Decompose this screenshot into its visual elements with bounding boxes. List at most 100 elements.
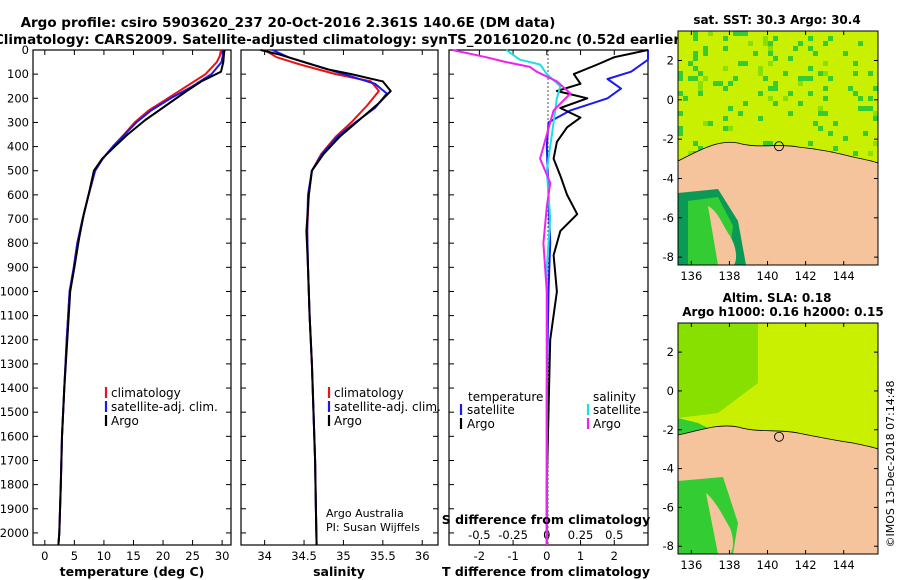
- sst-cell: [678, 126, 683, 131]
- sst-cell: [728, 81, 733, 86]
- sst-cell: [683, 96, 688, 101]
- sla-map-title: Altim. SLA: 0.18: [723, 291, 832, 305]
- salinity-panel: 34 34.5 35 35.5 36 salinity climatologysatel…: [240, 49, 441, 579]
- sst-cell: [723, 36, 728, 41]
- map-lon-label-144: 144: [833, 558, 855, 572]
- map-lat-label--4: -4: [663, 462, 674, 476]
- sst-cell: [753, 51, 758, 56]
- map-lat-label--8: -8: [663, 539, 674, 553]
- sst-cell: [873, 141, 878, 146]
- sst-cell: [723, 116, 728, 121]
- sst-cell: [678, 76, 683, 81]
- sst-map-panel: sat. SST: 30.3 Argo: 30.4 136 138 140 142 14…: [663, 13, 879, 283]
- sst-cell: [823, 111, 828, 116]
- credit-line-1: Argo Australia: [326, 507, 404, 520]
- sst-cell: [763, 141, 768, 146]
- sst-cell: [858, 96, 863, 101]
- sst-cell: [688, 76, 693, 81]
- sst-cell: [768, 51, 773, 56]
- sst-cell: [828, 36, 833, 41]
- depth-tick-label-0: 0: [22, 43, 29, 57]
- sst-cell: [858, 41, 863, 46]
- map-lon-label-136: 136: [680, 269, 702, 283]
- sst-cell: [773, 86, 778, 91]
- x-tick-label-1: 1: [577, 549, 584, 563]
- legend-label-argo: Argo: [111, 414, 139, 428]
- sst-map-image: [678, 31, 878, 265]
- sst-cell: [733, 76, 738, 81]
- sst-cell: [723, 66, 728, 71]
- sst-cell: [803, 76, 808, 81]
- sst-cell: [768, 141, 773, 146]
- sst-cell: [768, 96, 773, 101]
- sst-cell: [853, 71, 858, 76]
- sst-cell: [698, 71, 703, 76]
- depth-tick-label-1100: 1100: [0, 309, 29, 323]
- sst-cell: [743, 101, 748, 106]
- s-difference-label: S difference from climatology: [442, 512, 651, 527]
- map-lat-label-2: 2: [667, 53, 674, 67]
- sst-cell: [788, 91, 793, 96]
- sst-cell: [833, 121, 838, 126]
- x-tick-label-15: 15: [126, 549, 141, 563]
- sst-cell: [823, 61, 828, 66]
- sst-cell: [768, 46, 773, 51]
- legend-label-satellite-adj-clim-: satellite-adj. clim.: [111, 400, 218, 414]
- sst-cell: [693, 66, 698, 71]
- t-difference-xlabel: T difference from climatology: [442, 564, 650, 579]
- map-lon-label-142: 142: [795, 269, 817, 283]
- sst-cell: [818, 126, 823, 131]
- sst-cell: [678, 91, 683, 96]
- sst-cell: [728, 126, 733, 131]
- sst-cell: [723, 46, 728, 51]
- depth-tick-label-100: 100: [7, 67, 29, 81]
- sst-cell: [788, 56, 793, 61]
- map-lon-label-136: 136: [680, 558, 702, 572]
- sst-cell: [873, 116, 878, 121]
- series-satellite-adj-clim-: [272, 49, 388, 546]
- x-tick-label-20: 20: [156, 549, 171, 563]
- sst-cell: [693, 76, 698, 81]
- map-lon-label-140: 140: [757, 558, 779, 572]
- map-lat-label--4: -4: [663, 171, 674, 185]
- sst-cell: [773, 81, 778, 86]
- title-line-1: Argo profile: csiro 5903620_237 20-Oct-2…: [21, 15, 556, 31]
- s-tick-label--0.5: -0.5: [468, 528, 490, 542]
- legend-title-salinity: salinity: [593, 390, 636, 404]
- depth-tick-label-1800: 1800: [0, 478, 29, 492]
- depth-tick-label-1200: 1200: [0, 333, 29, 347]
- depth-tick-label-1600: 1600: [0, 429, 29, 443]
- legend-label-satellite-adj-clim-: satellite-adj. clim.: [334, 400, 441, 414]
- sst-cell: [868, 106, 873, 111]
- legend-title-temperature: temperature: [468, 390, 543, 404]
- sst-cell: [818, 71, 823, 76]
- sst-cell: [873, 86, 878, 91]
- sst-cell: [758, 91, 763, 96]
- sst-cell: [823, 96, 828, 101]
- sst-cell: [688, 61, 693, 66]
- sst-cell: [783, 71, 788, 76]
- s-tick-label-0.5: 0.5: [605, 528, 623, 542]
- legend-label-t-argo: Argo: [467, 417, 495, 431]
- sst-cell: [808, 76, 813, 81]
- depth-tick-label-1900: 1900: [0, 502, 29, 516]
- sst-cell: [798, 81, 803, 86]
- sst-cell: [818, 111, 823, 116]
- sst-cell: [698, 81, 703, 86]
- sst-cell: [713, 81, 718, 86]
- sst-cell: [678, 131, 683, 136]
- sst-cell: [868, 96, 873, 101]
- map-lat-label-0: 0: [667, 93, 674, 107]
- sst-cell: [808, 141, 813, 146]
- map-lon-label-142: 142: [795, 558, 817, 572]
- sst-cell: [698, 86, 703, 91]
- sst-cell: [768, 61, 773, 66]
- sst-cell: [703, 51, 708, 56]
- x-tick-label-34.5: 34.5: [291, 549, 317, 563]
- sst-cell: [863, 106, 868, 111]
- sst-cell: [793, 46, 798, 51]
- sst-cell: [703, 121, 708, 126]
- sst-cell: [698, 146, 703, 151]
- legend-label-climatology: climatology: [111, 386, 181, 400]
- sst-cell: [723, 86, 728, 91]
